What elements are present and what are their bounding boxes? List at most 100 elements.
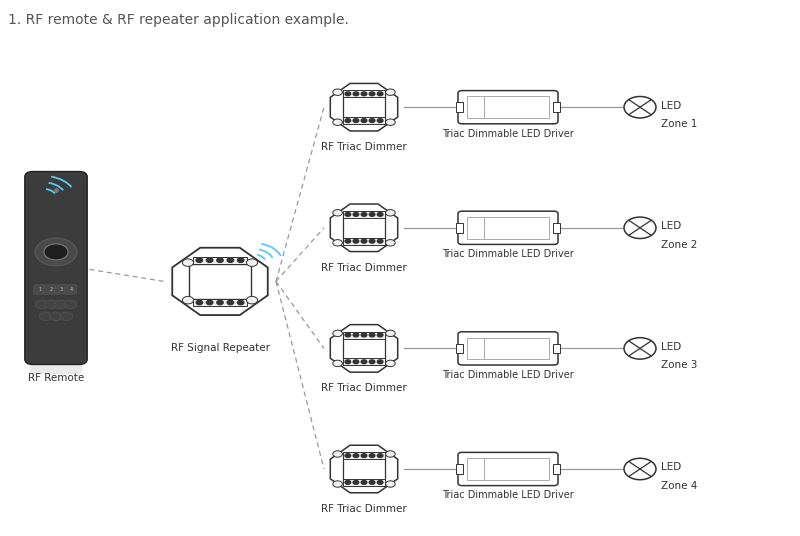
FancyBboxPatch shape: [343, 237, 385, 244]
Circle shape: [333, 360, 342, 367]
Circle shape: [386, 360, 395, 367]
Circle shape: [353, 118, 358, 122]
FancyBboxPatch shape: [25, 172, 87, 364]
Circle shape: [624, 217, 656, 239]
FancyBboxPatch shape: [554, 223, 560, 233]
Circle shape: [227, 300, 234, 304]
Circle shape: [386, 481, 395, 487]
FancyBboxPatch shape: [342, 94, 386, 120]
Circle shape: [362, 213, 366, 217]
FancyBboxPatch shape: [467, 96, 550, 118]
Circle shape: [35, 300, 48, 309]
Circle shape: [370, 118, 375, 122]
FancyBboxPatch shape: [54, 285, 66, 294]
Circle shape: [386, 119, 395, 125]
FancyBboxPatch shape: [343, 479, 385, 486]
Circle shape: [370, 333, 375, 337]
Text: 3: 3: [60, 287, 62, 292]
Text: Zone 1: Zone 1: [661, 119, 697, 129]
FancyBboxPatch shape: [458, 452, 558, 486]
FancyBboxPatch shape: [343, 211, 385, 218]
Circle shape: [362, 360, 366, 363]
Circle shape: [353, 360, 358, 363]
Circle shape: [378, 118, 383, 122]
Polygon shape: [330, 84, 398, 131]
Circle shape: [39, 312, 52, 321]
FancyBboxPatch shape: [343, 452, 385, 459]
Circle shape: [353, 333, 358, 337]
FancyBboxPatch shape: [342, 215, 386, 241]
Text: LED: LED: [661, 101, 681, 110]
Circle shape: [238, 258, 244, 263]
Text: LED: LED: [661, 463, 681, 472]
FancyBboxPatch shape: [456, 102, 462, 112]
Circle shape: [370, 480, 375, 484]
Circle shape: [246, 259, 258, 266]
Text: Triac Dimmable LED Driver: Triac Dimmable LED Driver: [442, 129, 574, 139]
Circle shape: [362, 454, 366, 458]
Circle shape: [227, 258, 234, 263]
Circle shape: [386, 240, 395, 246]
Circle shape: [370, 360, 375, 363]
Circle shape: [50, 312, 62, 321]
Circle shape: [238, 300, 244, 304]
Circle shape: [333, 451, 342, 457]
FancyBboxPatch shape: [554, 344, 560, 353]
FancyBboxPatch shape: [193, 257, 247, 264]
Text: Zone 2: Zone 2: [661, 240, 697, 250]
FancyBboxPatch shape: [343, 117, 385, 124]
Circle shape: [370, 92, 375, 96]
FancyBboxPatch shape: [458, 91, 558, 124]
Text: LED: LED: [661, 221, 681, 231]
Text: Zone 3: Zone 3: [661, 360, 697, 370]
Text: Triac Dimmable LED Driver: Triac Dimmable LED Driver: [442, 490, 574, 501]
Circle shape: [353, 239, 358, 243]
FancyBboxPatch shape: [343, 358, 385, 365]
Circle shape: [182, 296, 194, 304]
Circle shape: [353, 454, 358, 458]
FancyBboxPatch shape: [30, 356, 82, 374]
Circle shape: [378, 333, 383, 337]
Circle shape: [378, 213, 383, 217]
Circle shape: [44, 244, 68, 260]
Circle shape: [353, 92, 358, 96]
Circle shape: [333, 89, 342, 95]
Circle shape: [370, 213, 375, 217]
Circle shape: [333, 240, 342, 246]
Circle shape: [206, 258, 213, 263]
Polygon shape: [172, 248, 268, 315]
Text: 2: 2: [50, 287, 52, 292]
Circle shape: [345, 454, 350, 458]
FancyBboxPatch shape: [65, 285, 77, 294]
FancyBboxPatch shape: [44, 285, 56, 294]
Circle shape: [345, 360, 350, 363]
Circle shape: [345, 92, 350, 96]
Text: LED: LED: [661, 342, 681, 352]
Circle shape: [378, 239, 383, 243]
FancyBboxPatch shape: [554, 464, 560, 474]
Circle shape: [206, 300, 213, 304]
FancyBboxPatch shape: [189, 264, 251, 299]
Circle shape: [333, 210, 342, 216]
Text: 1: 1: [39, 287, 42, 292]
Text: RF Remote: RF Remote: [28, 373, 84, 383]
Circle shape: [378, 360, 383, 363]
FancyBboxPatch shape: [554, 102, 560, 112]
Circle shape: [345, 213, 350, 217]
Circle shape: [64, 300, 77, 309]
Circle shape: [196, 300, 202, 304]
Circle shape: [386, 451, 395, 457]
Circle shape: [246, 296, 258, 304]
Text: 4: 4: [70, 287, 73, 292]
Circle shape: [333, 119, 342, 125]
FancyBboxPatch shape: [343, 91, 385, 98]
Circle shape: [624, 338, 656, 359]
Circle shape: [378, 480, 383, 484]
FancyBboxPatch shape: [458, 211, 558, 244]
FancyBboxPatch shape: [193, 299, 247, 306]
Circle shape: [333, 330, 342, 337]
Circle shape: [353, 480, 358, 484]
FancyBboxPatch shape: [343, 332, 385, 339]
Circle shape: [217, 258, 223, 263]
Circle shape: [386, 210, 395, 216]
